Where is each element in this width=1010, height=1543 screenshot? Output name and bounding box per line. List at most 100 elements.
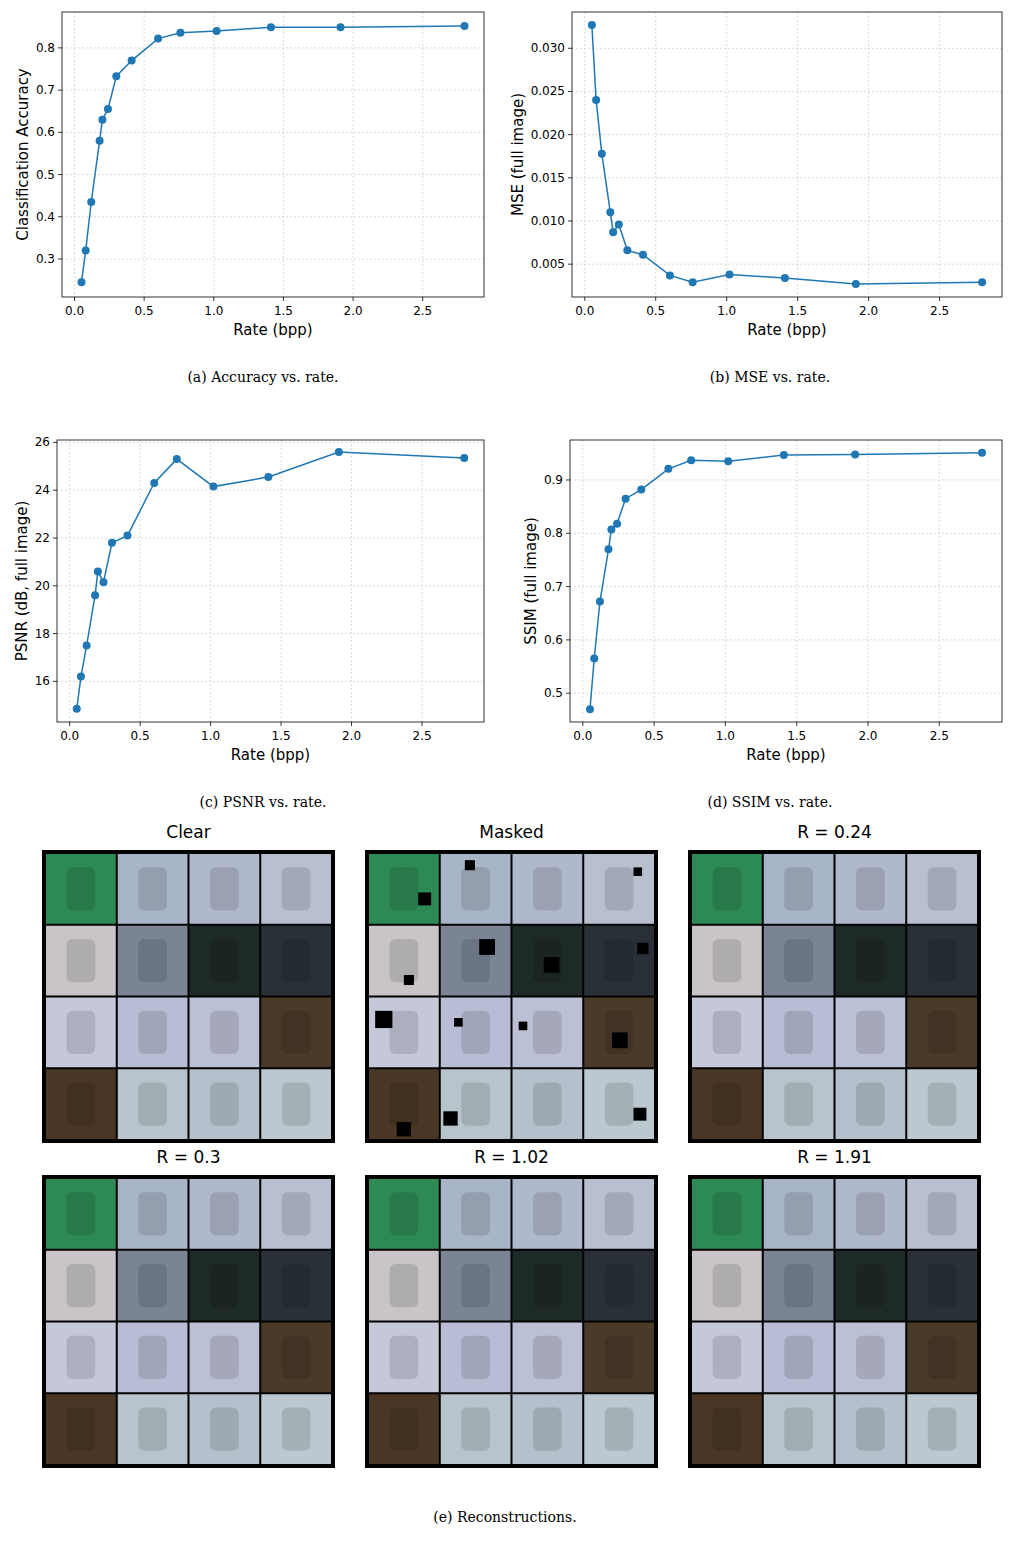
chart-panel: 0.00.51.01.52.02.5161820222426Rate (bpp)… — [13, 435, 484, 810]
x-tick-label: 1.5 — [787, 729, 806, 743]
x-tick — [796, 722, 797, 726]
tile-shade — [210, 939, 239, 982]
mask-square — [633, 867, 642, 876]
grid-line — [210, 440, 211, 722]
x-tick-label: 1.5 — [272, 729, 291, 743]
data-point — [267, 23, 275, 31]
image-panel: R = 1.02 — [365, 1147, 658, 1468]
y-tick — [53, 633, 57, 634]
mask-square — [443, 1111, 457, 1125]
y-axis-title: Classification Accuracy — [14, 68, 32, 241]
x-tick — [353, 297, 354, 301]
image-tile — [190, 998, 260, 1068]
data-point — [596, 598, 604, 606]
tile-shade — [713, 1192, 742, 1235]
grid-line — [57, 681, 484, 682]
image-title: Clear — [166, 822, 210, 842]
tile-shade — [282, 1011, 311, 1054]
grid-line — [57, 490, 484, 491]
data-point — [978, 449, 986, 457]
image-tile — [584, 1394, 654, 1464]
image-tile — [190, 1179, 260, 1249]
tile-shade — [928, 1336, 957, 1379]
grid-line — [140, 440, 141, 722]
grid-line — [62, 47, 484, 48]
tile-shade — [533, 1264, 562, 1307]
tile-shade — [390, 867, 419, 910]
x-tick — [421, 722, 422, 726]
x-tick — [939, 722, 940, 726]
data-point — [104, 105, 112, 113]
image-tile — [764, 1069, 834, 1139]
tile-shade — [210, 867, 239, 910]
y-tick-label: 0.3 — [36, 252, 55, 266]
tile-shade — [210, 1083, 239, 1126]
image-tile — [369, 998, 439, 1068]
image-tile — [46, 854, 116, 924]
grid-line — [725, 440, 726, 722]
image-tile — [907, 1179, 977, 1249]
data-point — [689, 278, 697, 286]
tile-shade — [784, 1408, 813, 1451]
tile-shade — [390, 1011, 419, 1054]
x-axis-title: Rate (bpp) — [747, 321, 826, 339]
grid-line — [62, 259, 484, 260]
image-tile — [441, 1251, 511, 1321]
data-point — [173, 455, 181, 463]
tile-shade — [713, 939, 742, 982]
tile-shade — [282, 867, 311, 910]
y-tick — [568, 48, 572, 49]
image-tile — [118, 1251, 188, 1321]
image-tile — [190, 1069, 260, 1139]
y-tick-label: 0.005 — [531, 257, 565, 271]
tile-shade — [67, 867, 96, 910]
tile-shade — [713, 1011, 742, 1054]
y-tick-label: 20 — [35, 579, 50, 593]
grid-line — [939, 440, 940, 722]
data-point — [98, 116, 106, 124]
data-point — [592, 96, 600, 104]
tile-shade — [67, 1408, 96, 1451]
tile-shade — [784, 1264, 813, 1307]
tile-shade — [856, 1083, 885, 1126]
y-axis-title: SSIM (full image) — [522, 517, 540, 645]
tile-shade — [856, 1192, 885, 1235]
y-tick — [568, 264, 572, 265]
image-tile — [46, 1394, 116, 1464]
y-tick-label: 0.015 — [531, 171, 565, 185]
image-tile — [692, 1323, 762, 1393]
data-point — [780, 451, 788, 459]
image-tile — [764, 854, 834, 924]
y-tick — [53, 490, 57, 491]
tile-shade — [928, 1408, 957, 1451]
y-tick — [568, 134, 572, 135]
grid-line — [572, 264, 1002, 265]
image-tile — [118, 1069, 188, 1139]
tile-shade — [533, 1083, 562, 1126]
image-tile — [584, 854, 654, 924]
image-tile — [764, 1323, 834, 1393]
x-tick — [69, 722, 70, 726]
y-tick-label: 0.025 — [531, 84, 565, 98]
mask-square — [612, 1032, 628, 1048]
image-tile — [764, 926, 834, 996]
image-tile — [692, 998, 762, 1068]
grid-line — [281, 440, 282, 722]
tile-shade — [784, 939, 813, 982]
tile-shade — [713, 867, 742, 910]
tile-shade — [138, 1336, 167, 1379]
data-point — [83, 642, 91, 650]
x-tick — [725, 722, 726, 726]
tile-shade — [282, 1336, 311, 1379]
x-tick-label: 1.0 — [204, 304, 223, 318]
image-panel: Clear — [42, 822, 335, 1143]
image-tile — [836, 926, 906, 996]
image-tile — [584, 1179, 654, 1249]
image-tile — [46, 1069, 116, 1139]
tile-shade — [533, 1011, 562, 1054]
data-point — [337, 23, 345, 31]
data-point — [94, 567, 102, 575]
x-tick-label: 1.0 — [201, 729, 220, 743]
image-tile — [118, 998, 188, 1068]
image-border — [365, 1175, 658, 1468]
